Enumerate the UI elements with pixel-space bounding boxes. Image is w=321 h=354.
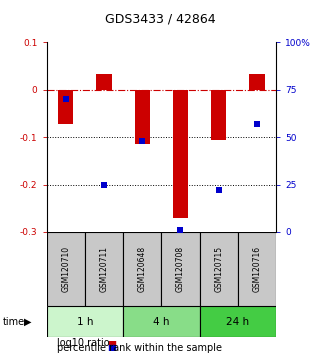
Point xyxy=(178,227,183,233)
Bar xyxy=(200,306,276,337)
Point xyxy=(101,182,107,187)
Text: GSM120711: GSM120711 xyxy=(100,246,108,292)
Bar xyxy=(200,232,238,306)
Bar xyxy=(249,74,265,90)
Bar xyxy=(47,306,123,337)
Bar xyxy=(238,232,276,306)
Point xyxy=(216,187,221,193)
Text: time: time xyxy=(3,316,25,327)
Bar xyxy=(161,232,200,306)
Bar xyxy=(173,90,188,218)
Point xyxy=(140,138,145,144)
Text: GSM120716: GSM120716 xyxy=(252,246,261,292)
Text: GSM120715: GSM120715 xyxy=(214,246,223,292)
Bar xyxy=(134,90,150,144)
Point xyxy=(63,96,68,102)
Bar xyxy=(58,90,73,124)
Bar xyxy=(123,306,200,337)
Text: percentile rank within the sample: percentile rank within the sample xyxy=(57,343,222,353)
Text: 24 h: 24 h xyxy=(226,316,249,327)
Point xyxy=(254,121,259,127)
Text: GSM120708: GSM120708 xyxy=(176,246,185,292)
Text: ▶: ▶ xyxy=(23,316,31,327)
Text: GSM120710: GSM120710 xyxy=(61,246,70,292)
Bar xyxy=(211,90,226,139)
Bar xyxy=(96,74,112,90)
Text: GDS3433 / 42864: GDS3433 / 42864 xyxy=(105,12,216,25)
Text: log10 ratio: log10 ratio xyxy=(57,338,110,348)
Text: 4 h: 4 h xyxy=(153,316,169,327)
Bar xyxy=(85,232,123,306)
Bar xyxy=(47,232,85,306)
Text: GSM120648: GSM120648 xyxy=(138,246,147,292)
Text: 1 h: 1 h xyxy=(76,316,93,327)
Bar xyxy=(123,232,161,306)
